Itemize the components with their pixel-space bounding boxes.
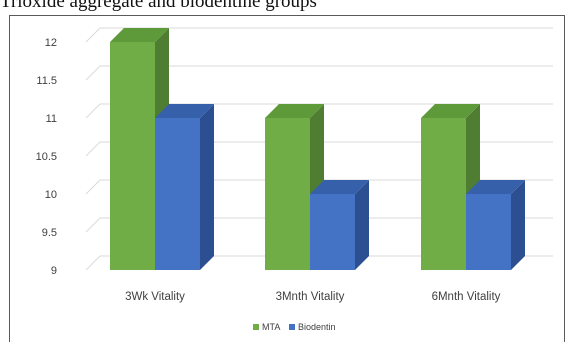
bar-mta (110, 42, 155, 270)
bar-top-mta (265, 104, 324, 118)
bar-side-biodentin (200, 104, 214, 270)
bar-biodentin (466, 194, 511, 270)
y-tick-label: 12 (45, 37, 57, 49)
gridline-side (85, 217, 101, 233)
x-tick-label: 3Wk Vitality (125, 291, 185, 303)
y-tick-label: 9 (51, 265, 57, 277)
gridline-side (85, 27, 101, 43)
y-tick-label: 11 (46, 113, 57, 125)
legend-swatch-biodentin (289, 324, 295, 330)
legend-label: Biodentin (298, 322, 336, 332)
gridline-side (85, 255, 101, 271)
figure-caption: Trioxide aggregate and biodentine groups (0, 0, 317, 12)
bar-top-mta (421, 104, 480, 118)
y-tick-label: 9.5 (42, 227, 57, 239)
bar-biodentin (310, 194, 355, 270)
bar-top-mta (110, 28, 169, 42)
y-tick-label: 10 (45, 189, 57, 201)
bar-mta (421, 118, 466, 270)
bar-mta (265, 118, 310, 270)
y-tick-label: 11.5 (36, 75, 57, 87)
bar-top-biodentin (310, 180, 369, 194)
bar-top-biodentin (155, 104, 214, 118)
gridline-side (85, 141, 101, 157)
gridline-side (85, 179, 101, 195)
x-tick-label: 6Mnth Vitality (432, 291, 501, 303)
bar-top-biodentin (466, 180, 525, 194)
bar-side-biodentin (511, 180, 525, 270)
legend-swatch-mta (253, 324, 259, 330)
gridline-side (85, 65, 101, 81)
gridline-side (85, 103, 101, 119)
legend-label: MTA (262, 322, 280, 332)
bar-biodentin (155, 118, 200, 270)
bar-side-biodentin (355, 180, 369, 270)
chart-frame (9, 15, 565, 342)
y-tick-label: 10.5 (36, 151, 57, 163)
x-tick-label: 3Mnth Vitality (276, 291, 345, 303)
